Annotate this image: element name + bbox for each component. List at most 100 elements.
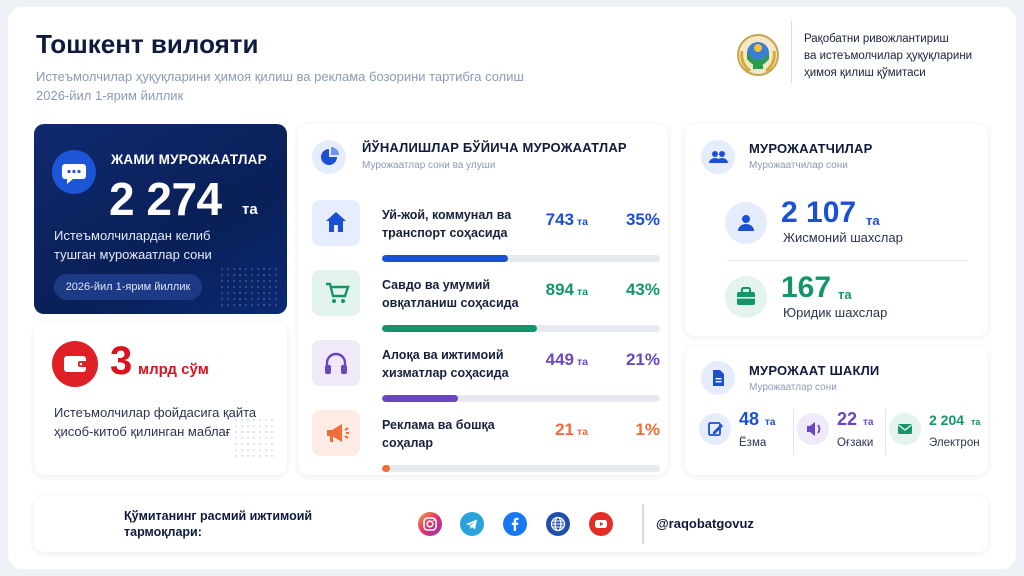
period-badge: 2026-йил 1-ярим йиллик xyxy=(54,274,202,300)
written-unit: та xyxy=(765,417,776,428)
progress-fill xyxy=(382,465,391,472)
electronic-label: Электрон xyxy=(929,437,980,449)
committee-line: ва истеъмолчилар ҳуқуқларини xyxy=(804,50,973,62)
legal-value: 167 xyxy=(781,271,832,304)
refund-value: 3 xyxy=(110,339,133,383)
committee-line: ҳимоя қилиш қўмитаси xyxy=(804,67,926,79)
direction-label: Савдо ва умумий овқатланиш соҳасида xyxy=(382,276,532,312)
applicants-card: МУРОЖААТЧИЛАР Мурожаатчилар сони 2 107 т… xyxy=(685,124,988,336)
appeals-by-direction-card: ЙЎНАЛИШЛАР БЎЙИЧА МУРОЖААТЛАР Мурожаатла… xyxy=(298,124,668,475)
total-value: 2 274 xyxy=(109,173,222,225)
label-line: Уй-жой, коммунал ва xyxy=(382,208,512,222)
direction-row-housing: Уй-жой, коммунал ва транспорт соҳасида 7… xyxy=(312,200,660,268)
progress-track xyxy=(382,465,660,472)
desc-line: ҳисоб-китоб қилинган маблағ xyxy=(54,424,231,439)
envelope-icon xyxy=(889,413,921,445)
total-unit: та xyxy=(242,201,258,218)
total-description: Истеъмолчилардан келиб тушган мурожаатла… xyxy=(54,226,254,264)
instagram-icon[interactable] xyxy=(418,512,442,536)
label-line: Алоқа ва ижтимоий xyxy=(382,348,504,362)
individuals-label: Жисмоний шахслар xyxy=(783,230,903,245)
directions-title: ЙЎНАЛИШЛАР БЎЙИЧА МУРОЖААТЛАР xyxy=(362,140,627,155)
youtube-icon[interactable] xyxy=(589,512,613,536)
committee-line: Рақобатни ривожлантириш xyxy=(804,33,949,45)
social-footer: Қўмитанинг расмий ижтимоий тармоқлари: @… xyxy=(34,496,988,552)
pen-icon xyxy=(699,413,731,445)
refund-amount-card: 3 млрд сўм Истеъмолчилар фойдасига қайта… xyxy=(34,323,287,475)
progress-track xyxy=(382,255,660,262)
applicants-title: МУРОЖААТЧИЛАР xyxy=(749,141,873,156)
written-label: Ёзма xyxy=(739,437,767,449)
progress-track xyxy=(382,395,660,402)
label-line: хизматлар соҳасида xyxy=(382,366,509,380)
facebook-icon[interactable] xyxy=(503,512,527,536)
electronic-unit: та xyxy=(971,417,981,427)
social-caption: Қўмитанинг расмий ижтимоий тармоқлари: xyxy=(124,508,324,540)
label-line: Савдо ва умумий xyxy=(382,278,491,292)
refund-description: Истеъмолчилар фойдасига қайта ҳисоб-кито… xyxy=(54,403,274,441)
electronic-value: 2 204 xyxy=(929,412,965,428)
label-line: соҳалар xyxy=(382,436,434,450)
desc-line: тушган мурожаатлар сони xyxy=(54,247,212,262)
progress-track xyxy=(382,325,660,332)
direction-value: 743 xyxy=(545,210,574,229)
appeal-form-card: МУРОЖААТ ШАКЛИ Мурожаатлар сони 48 та Ёз… xyxy=(685,347,988,475)
header-divider xyxy=(791,21,792,83)
briefcase-icon xyxy=(725,276,767,318)
footer-divider xyxy=(642,504,644,544)
label-line: транспорт соҳасида xyxy=(382,226,508,240)
page-subtitle: Истеъмолчилар ҳуқуқларини ҳимоя қилиш ва… xyxy=(36,67,556,105)
form-subtitle: Мурожаатлар сони xyxy=(749,382,837,393)
progress-fill xyxy=(382,325,538,332)
users-icon xyxy=(701,140,735,174)
direction-row-advertising: Реклама ва бошқа соҳалар 21 та 1% xyxy=(312,410,660,478)
written-value: 48 xyxy=(739,409,760,429)
direction-unit: та xyxy=(577,216,588,228)
oral-unit: та xyxy=(863,417,874,428)
pie-chart-icon xyxy=(312,140,346,174)
direction-row-communication: Алоқа ва ижтимоий хизматлар соҳасида 449… xyxy=(312,340,660,408)
direction-value: 21 xyxy=(555,420,574,439)
direction-row-trade: Савдо ва умумий овқатланиш соҳасида 894 … xyxy=(312,270,660,338)
dot-pattern xyxy=(219,266,279,306)
desc-line: Истеъмолчилардан келиб xyxy=(54,228,211,243)
headphones-icon xyxy=(312,340,360,386)
cart-icon xyxy=(312,270,360,316)
desc-line: Истеъмолчилар фойдасига қайта xyxy=(54,405,257,420)
progress-fill xyxy=(382,255,509,262)
label-line: Реклама ва бошқа xyxy=(382,418,495,432)
direction-value: 449 xyxy=(545,350,574,369)
directions-subtitle: Мурожаатлар сони ва улуши xyxy=(362,160,496,171)
social-handle[interactable]: @raqobatgovuz xyxy=(656,516,754,531)
website-icon[interactable] xyxy=(546,512,570,536)
direction-percent: 35% xyxy=(625,210,660,229)
electronic-stat: 2 204 та Электрон xyxy=(889,409,985,457)
progress-fill xyxy=(382,395,458,402)
form-separator xyxy=(885,409,886,455)
direction-unit: та xyxy=(577,356,588,368)
applicants-subtitle: Мурожаатчилар сони xyxy=(749,160,848,171)
state-emblem-icon xyxy=(736,33,780,77)
direction-percent: 21% xyxy=(625,350,660,369)
refund-unit: млрд сўм xyxy=(138,361,209,378)
speaker-icon xyxy=(797,413,829,445)
direction-value: 894 xyxy=(545,280,574,299)
legal-label: Юридик шахслар xyxy=(783,305,888,320)
person-icon xyxy=(725,202,767,244)
form-separator xyxy=(793,409,794,455)
caption-line: Қўмитанинг расмий ижтимоий xyxy=(124,509,313,523)
page-title: Тошкент вилояти xyxy=(36,29,259,59)
telegram-icon[interactable] xyxy=(460,512,484,536)
direction-unit: та xyxy=(577,286,588,298)
direction-percent: 43% xyxy=(625,280,660,299)
subtitle-period: 2026-йил 1-ярим йиллик xyxy=(36,88,184,103)
direction-label: Реклама ва бошқа соҳалар xyxy=(382,416,532,452)
infographic-page: Тошкент вилояти Истеъмолчилар ҳуқуқларин… xyxy=(8,7,1016,569)
oral-stat: 22 та Оғзаки xyxy=(797,409,891,457)
individuals-value: 2 107 xyxy=(781,196,857,229)
applicants-divider xyxy=(727,260,967,261)
wallet-icon xyxy=(52,341,98,387)
oral-label: Оғзаки xyxy=(837,437,874,449)
committee-name: Рақобатни ривожлантириш ва истеъмолчилар… xyxy=(804,31,994,82)
document-icon xyxy=(701,361,735,395)
